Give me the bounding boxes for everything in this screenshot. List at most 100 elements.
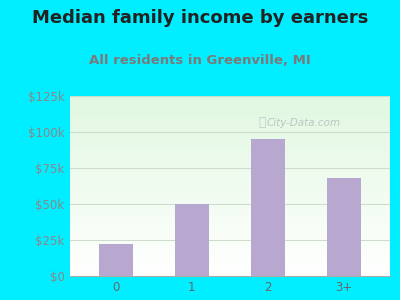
Bar bbox=[70, 152, 390, 154]
Bar bbox=[70, 125, 390, 127]
Bar bbox=[70, 181, 390, 182]
Bar bbox=[70, 128, 390, 130]
Bar bbox=[70, 123, 390, 125]
Bar bbox=[70, 121, 390, 123]
Bar bbox=[70, 227, 390, 229]
Bar bbox=[70, 139, 390, 141]
Bar bbox=[70, 217, 390, 218]
Bar bbox=[70, 172, 390, 173]
Bar bbox=[70, 220, 390, 222]
Bar bbox=[70, 141, 390, 143]
Bar bbox=[70, 274, 390, 276]
Bar bbox=[70, 231, 390, 233]
Text: Median family income by earners: Median family income by earners bbox=[32, 9, 368, 27]
Bar bbox=[70, 175, 390, 177]
Bar bbox=[70, 254, 390, 256]
Bar bbox=[70, 197, 390, 199]
Bar bbox=[70, 245, 390, 247]
Bar bbox=[70, 155, 390, 157]
Bar bbox=[70, 168, 390, 170]
Bar bbox=[70, 218, 390, 220]
Bar bbox=[70, 137, 390, 139]
Bar bbox=[70, 154, 390, 155]
Bar bbox=[70, 134, 390, 136]
Bar bbox=[70, 188, 390, 190]
Bar bbox=[70, 159, 390, 161]
Bar bbox=[70, 132, 390, 134]
Bar bbox=[70, 101, 390, 103]
Bar bbox=[70, 193, 390, 195]
Bar bbox=[70, 265, 390, 267]
Bar bbox=[70, 110, 390, 112]
Bar bbox=[70, 148, 390, 150]
Bar bbox=[70, 177, 390, 179]
Bar bbox=[70, 127, 390, 128]
Bar bbox=[70, 226, 390, 227]
Bar bbox=[175, 204, 209, 276]
Bar bbox=[70, 100, 390, 101]
Bar bbox=[70, 202, 390, 204]
Bar bbox=[70, 170, 390, 172]
Bar bbox=[70, 136, 390, 137]
Bar bbox=[70, 251, 390, 253]
Bar bbox=[70, 130, 390, 132]
Bar bbox=[98, 244, 133, 276]
Bar bbox=[70, 200, 390, 202]
Bar bbox=[70, 98, 390, 100]
Bar bbox=[70, 150, 390, 152]
Bar bbox=[70, 204, 390, 206]
Bar bbox=[70, 253, 390, 254]
Bar bbox=[70, 256, 390, 258]
Bar bbox=[70, 244, 390, 245]
Bar bbox=[70, 191, 390, 193]
Bar bbox=[70, 269, 390, 271]
Bar bbox=[70, 184, 390, 186]
Bar bbox=[70, 209, 390, 211]
Bar bbox=[70, 157, 390, 159]
Bar bbox=[70, 161, 390, 163]
Bar bbox=[70, 96, 390, 98]
Bar bbox=[70, 267, 390, 269]
Bar bbox=[70, 206, 390, 208]
Bar bbox=[70, 208, 390, 209]
Bar bbox=[70, 199, 390, 200]
Bar bbox=[70, 190, 390, 191]
Bar bbox=[70, 105, 390, 107]
Bar bbox=[70, 229, 390, 231]
Bar bbox=[70, 182, 390, 184]
Bar bbox=[70, 186, 390, 188]
Bar bbox=[70, 118, 390, 119]
Text: City-Data.com: City-Data.com bbox=[266, 118, 341, 128]
Bar bbox=[70, 164, 390, 166]
Bar bbox=[70, 238, 390, 240]
Bar bbox=[70, 215, 390, 217]
Bar bbox=[251, 139, 285, 276]
Bar bbox=[70, 262, 390, 263]
Bar bbox=[70, 166, 390, 168]
Bar bbox=[70, 213, 390, 215]
Bar bbox=[70, 179, 390, 181]
Bar bbox=[70, 112, 390, 114]
Bar bbox=[70, 119, 390, 121]
Bar bbox=[70, 242, 390, 244]
Bar bbox=[70, 235, 390, 236]
Bar bbox=[70, 143, 390, 145]
Bar bbox=[70, 116, 390, 118]
Bar bbox=[70, 236, 390, 238]
Text: All residents in Greenville, MI: All residents in Greenville, MI bbox=[89, 54, 311, 67]
Bar bbox=[327, 178, 362, 276]
Bar bbox=[70, 211, 390, 213]
Bar bbox=[70, 109, 390, 110]
Bar bbox=[70, 146, 390, 148]
Text: ⓘ: ⓘ bbox=[258, 116, 266, 129]
Bar bbox=[70, 233, 390, 235]
Bar bbox=[70, 145, 390, 146]
Bar bbox=[70, 249, 390, 251]
Bar bbox=[70, 272, 390, 274]
Bar bbox=[70, 260, 390, 262]
Bar bbox=[70, 163, 390, 164]
Bar bbox=[70, 114, 390, 116]
Bar bbox=[70, 247, 390, 249]
Bar bbox=[70, 173, 390, 175]
Bar bbox=[70, 107, 390, 109]
